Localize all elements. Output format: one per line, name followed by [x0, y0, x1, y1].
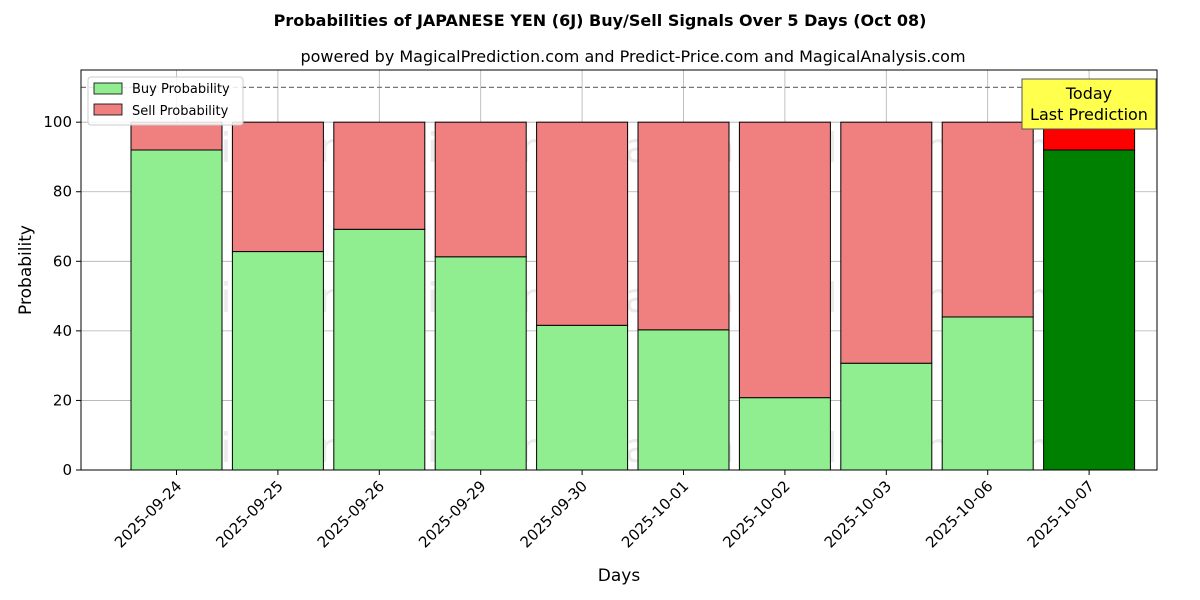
buy-bar: [434, 256, 527, 471]
y-axis-label: Probability: [16, 225, 36, 315]
sell-bar: [333, 121, 426, 230]
sell-bar: [941, 121, 1034, 318]
x-axis-label: Days: [598, 566, 641, 586]
bars: [130, 121, 1136, 471]
x-tick-label: 2025-10-07: [1024, 477, 1098, 551]
chart-subtitle: powered by MagicalPrediction.com and Pre…: [300, 47, 965, 66]
chart-title: Probabilities of JAPANESE YEN (6J) Buy/S…: [274, 11, 927, 30]
sell-bar: [130, 121, 223, 151]
y-tick-label: 60: [53, 252, 72, 270]
x-tick-label: 2025-09-24: [111, 477, 185, 551]
legend-buy-swatch: [93, 82, 123, 95]
buy-bar: [333, 228, 426, 471]
buy-bar: [840, 362, 933, 471]
sell-bar: [738, 121, 831, 399]
sell-bar: [637, 121, 730, 331]
legend-frame: [87, 76, 244, 126]
buy-bar: [738, 397, 831, 471]
buy-bar: [130, 149, 223, 471]
y-tick-label: 100: [43, 113, 72, 131]
today-annotation: Today Last Prediction: [1021, 78, 1157, 130]
y-tick-label: 20: [53, 391, 72, 409]
buy-bar: [637, 329, 730, 471]
sell-bar: [840, 121, 933, 364]
x-tick-label: 2025-10-06: [922, 477, 996, 551]
plot-frame: [80, 69, 1158, 471]
x-tick-label: 2025-10-02: [719, 477, 793, 551]
sell-bar: [536, 121, 629, 326]
buy-bar: [536, 324, 629, 471]
x-tick-label: 2025-09-25: [212, 477, 286, 551]
sell-bar: [434, 121, 527, 258]
today-annotation-box: [1021, 78, 1157, 130]
legend: Buy Probability Sell Probability: [87, 76, 244, 126]
y-tick-label: 0: [62, 461, 72, 479]
buy-bar: [231, 251, 324, 471]
legend-sell-label: Sell Probability: [132, 104, 229, 119]
y-tick-label: 80: [53, 183, 72, 201]
legend-sell-swatch: [93, 103, 123, 116]
buy-bar: [941, 316, 1034, 471]
x-tick-label: 2025-10-03: [821, 477, 895, 551]
today-annotation-line-1: Today: [1065, 84, 1112, 103]
x-tick-label: 2025-09-29: [415, 477, 489, 551]
buy-bar: [1043, 149, 1136, 471]
y-tick-label: 40: [53, 322, 72, 340]
sell-bar: [231, 121, 324, 253]
x-axis-ticks: 2025-09-24 2025-09-25 2025-09-26 2025-09-29…: [111, 470, 1098, 551]
y-axis-ticks: 0 20 40 60 80 100: [43, 113, 81, 479]
today-annotation-line-2: Last Prediction: [1030, 105, 1148, 124]
x-tick-label: 2025-09-30: [517, 477, 591, 551]
legend-buy-label: Buy Probability: [132, 82, 230, 97]
x-tick-label: 2025-10-01: [618, 477, 692, 551]
x-tick-label: 2025-09-26: [314, 477, 388, 551]
